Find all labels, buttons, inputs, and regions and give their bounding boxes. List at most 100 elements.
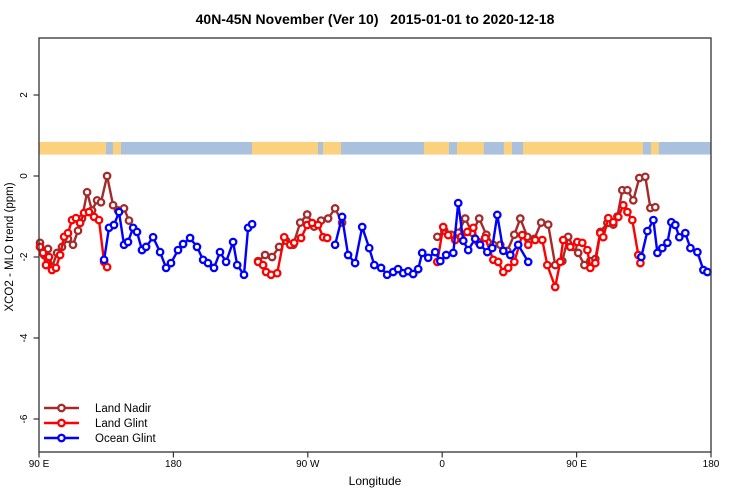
series-ocean-glint-point bbox=[178, 239, 188, 249]
series-ocean-glint-point bbox=[203, 258, 213, 268]
series-ocean-glint-point bbox=[458, 236, 468, 246]
series-ocean-glint bbox=[99, 198, 712, 280]
series-land-nadir-point bbox=[295, 218, 305, 227]
series-ocean-glint-point bbox=[369, 260, 379, 270]
series-ocean-glint-point bbox=[413, 264, 423, 274]
series-ocean-glint-point bbox=[114, 207, 124, 217]
map-band-water-inset bbox=[511, 141, 523, 155]
series-land-nadir-point bbox=[460, 214, 470, 223]
series-land-glint-point bbox=[313, 220, 323, 230]
series-ocean-glint-point bbox=[408, 269, 418, 279]
series-land-glint-point bbox=[44, 252, 54, 262]
series-ocean-glint-point bbox=[185, 233, 195, 243]
y-tick-label: -6 bbox=[19, 414, 30, 423]
series-land-glint-point bbox=[443, 230, 453, 240]
series-ocean-glint-point bbox=[680, 228, 690, 238]
series-land-nadir-point bbox=[573, 248, 583, 258]
series-ocean-glint-point bbox=[364, 243, 374, 253]
series-land-glint-point bbox=[530, 235, 540, 245]
series-land-glint-point bbox=[272, 268, 282, 278]
map-band-water-inset bbox=[483, 141, 504, 155]
x-tick-label: 180 bbox=[703, 459, 720, 470]
series-land-glint-point bbox=[279, 232, 289, 242]
series-land-nadir-point bbox=[96, 197, 106, 207]
series-ocean-glint-point bbox=[686, 243, 695, 253]
series-ocean-glint-point bbox=[492, 210, 502, 220]
series-ocean-glint-point bbox=[513, 240, 523, 250]
series-land-glint-point bbox=[55, 250, 65, 260]
series-land-glint-point bbox=[38, 248, 48, 258]
series-land-glint-point bbox=[585, 263, 595, 273]
series-ocean-glint-point bbox=[173, 245, 183, 255]
series-land-nadir-point bbox=[509, 230, 519, 240]
legend-item-land-glint: Land Glint bbox=[44, 418, 148, 430]
y-tick-label: 0 bbox=[19, 173, 30, 179]
x-tick-label: 180 bbox=[165, 459, 182, 470]
series-ocean-glint-point bbox=[453, 198, 463, 208]
series-land-glint-point bbox=[438, 222, 448, 232]
series-ocean-glint-point bbox=[209, 263, 219, 273]
legend-marker bbox=[57, 403, 66, 413]
legend-label: Land Glint bbox=[95, 418, 148, 430]
series-land-glint-point bbox=[258, 260, 268, 270]
series-ocean-glint-point bbox=[643, 226, 652, 236]
x-tick-label: 90 W bbox=[296, 459, 320, 470]
series-ocean-glint-point bbox=[498, 246, 508, 256]
series-ocean-glint-point bbox=[148, 232, 158, 242]
series-ocean-glint-point bbox=[674, 232, 684, 242]
series-ocean-glint-point bbox=[132, 227, 142, 237]
y-axis-tick-labels: 2 0 -2 -4 -6 bbox=[19, 92, 30, 424]
legend: Land Nadir Land Glint Ocean Glint bbox=[44, 403, 157, 445]
series-ocean-glint-point bbox=[463, 245, 473, 255]
series-ocean-glint-point bbox=[109, 220, 119, 230]
series-land-glint-point bbox=[41, 260, 51, 270]
x-axis-tick-labels: 90 E 180 90 W 0 90 E 180 bbox=[29, 459, 720, 470]
series-ocean-glint-point bbox=[350, 258, 360, 268]
series-land-glint-point bbox=[84, 207, 94, 217]
series-ocean-glint-point bbox=[376, 263, 386, 273]
series-ocean-glint-point bbox=[417, 248, 427, 258]
legend-item-ocean-glint: Ocean Glint bbox=[44, 433, 157, 445]
series-land-glint-point bbox=[102, 262, 112, 272]
series-land-glint-point bbox=[480, 233, 490, 243]
series-land-glint-point bbox=[462, 227, 472, 237]
series-land-nadir-point bbox=[536, 218, 546, 227]
legend-marker bbox=[57, 418, 66, 428]
series-ocean-glint-point bbox=[330, 240, 340, 250]
series-land-glint-point bbox=[523, 240, 533, 250]
series-ocean-glint-point bbox=[663, 238, 672, 248]
series-land-nadir-point bbox=[68, 240, 78, 250]
series-land-glint-point bbox=[542, 260, 552, 270]
map-band-land bbox=[112, 141, 121, 155]
chart-title: 40N-45N November (Ver 10) 2015-01-01 to … bbox=[195, 11, 555, 27]
series-ocean-glint-point bbox=[228, 237, 238, 247]
series-land-glint-point bbox=[550, 282, 560, 292]
series-ocean-glint-point bbox=[430, 247, 440, 257]
series-ocean-glint-point bbox=[470, 234, 480, 244]
series-land-nadir-point bbox=[623, 185, 632, 195]
series-layer bbox=[35, 171, 712, 292]
x-tick-label: 90 E bbox=[566, 459, 587, 470]
map-band-land bbox=[423, 141, 643, 155]
series-ocean-glint-point bbox=[192, 242, 202, 252]
series-land-glint-point bbox=[565, 242, 575, 252]
series-land-glint-point bbox=[537, 235, 547, 245]
series-land-glint-point bbox=[94, 215, 104, 225]
series-ocean-glint-point bbox=[123, 237, 133, 247]
x-tick-label: 0 bbox=[439, 459, 445, 470]
series-land-nadir-point bbox=[260, 250, 270, 260]
series-ocean-glint-point bbox=[155, 247, 165, 257]
series-land-glint-point bbox=[503, 263, 513, 273]
series-ocean-glint-point bbox=[653, 248, 662, 258]
y-axis-title: XCO2 - MLO trend (ppm) bbox=[4, 182, 16, 311]
series-land-nadir-point bbox=[108, 200, 118, 210]
legend-label: Land Nadir bbox=[95, 403, 151, 415]
map-band-land bbox=[251, 141, 341, 155]
series-ocean-glint-point bbox=[141, 242, 151, 252]
map-band-water-inset bbox=[448, 141, 457, 155]
series-land-glint-point bbox=[598, 232, 608, 242]
series-ocean-glint-point bbox=[649, 215, 658, 225]
series-ocean-glint-point bbox=[337, 212, 347, 222]
